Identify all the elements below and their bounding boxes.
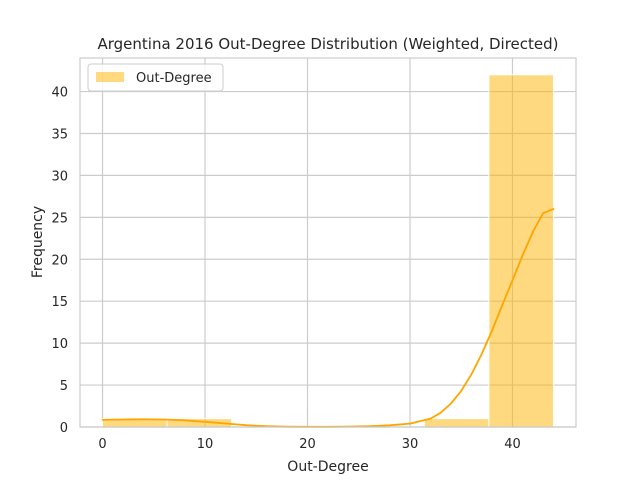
- chart-title: Argentina 2016 Out-Degree Distribution (…: [97, 35, 558, 53]
- y-tick-label: 5: [60, 379, 68, 394]
- x-tick-label: 40: [504, 437, 521, 452]
- x-axis-label: Out-Degree: [287, 459, 368, 475]
- y-tick-label: 0: [60, 421, 68, 436]
- y-tick-label: 35: [51, 127, 68, 142]
- histogram-bar: [423, 418, 490, 428]
- kde-curve-group: [101, 208, 555, 428]
- plot-frame: [79, 57, 577, 428]
- y-tick-label: 15: [51, 295, 68, 310]
- y-tick-label: 40: [51, 86, 68, 101]
- kde-curve: [101, 208, 555, 428]
- x-tick-labels: 0 10 20 30 40: [98, 437, 520, 452]
- x-tick-label: 20: [299, 437, 316, 452]
- legend-swatch: [96, 72, 124, 82]
- y-tick-label: 30: [51, 169, 68, 184]
- y-tick-label: 25: [51, 211, 68, 226]
- histogram-bar: [488, 74, 554, 428]
- y-tick-label: 20: [51, 253, 68, 268]
- x-tick-label: 0: [98, 437, 106, 452]
- legend: Out-Degree: [87, 63, 224, 92]
- legend-label: Out-Degree: [136, 71, 212, 86]
- x-tick-label: 30: [402, 437, 419, 452]
- y-tick-labels: 0 5 10 15 20 25 30 35 40: [51, 86, 68, 436]
- legend-frame: [87, 63, 224, 92]
- y-tick-label: 10: [51, 337, 68, 352]
- x-tick-label: 10: [197, 437, 214, 452]
- y-axis-label: Frequency: [30, 206, 46, 278]
